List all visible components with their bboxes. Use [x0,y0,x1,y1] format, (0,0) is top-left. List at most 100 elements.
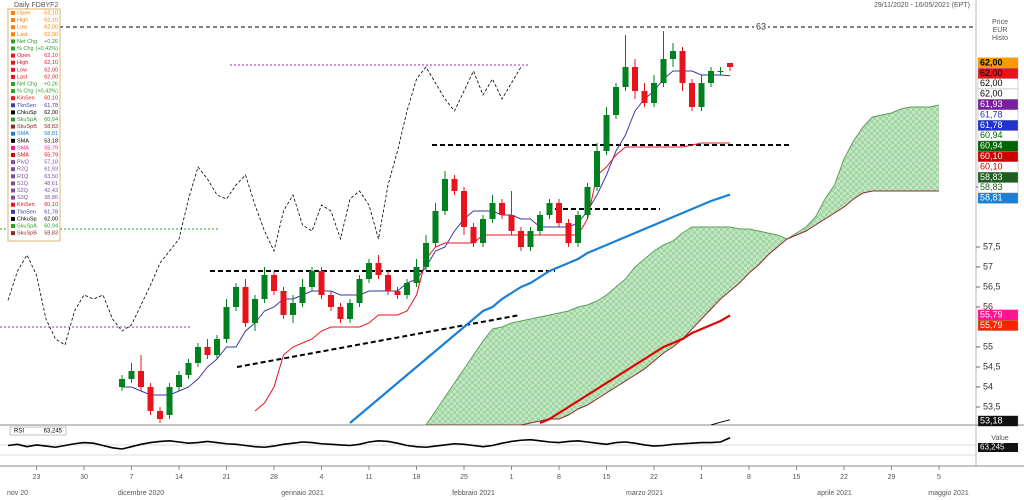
candle-body [366,263,372,279]
plot-area [0,26,975,425]
candle-body [641,91,648,103]
candle-body [546,203,553,215]
candle-body [356,279,363,303]
candle-body [394,291,401,295]
candle-body [622,67,629,87]
x-tick-label: 28 [270,474,278,481]
candle-body [432,211,439,243]
candle-body [242,287,249,323]
legend-swatch [11,174,15,179]
candle-body [584,187,591,215]
price-tag: 55,79 [980,320,1003,330]
legend-value: 60,94 [44,117,58,123]
candle-body [603,115,610,151]
candle-body [214,339,220,355]
candle-body [470,227,477,243]
price-tag-bg [977,192,1019,204]
legend-value: 61,78 [44,103,58,109]
indicator-line [710,419,731,425]
legend-value: 62,00 [44,25,58,31]
legend-swatch [11,160,15,165]
candle-body [337,307,344,319]
price-tag: 58,83 [980,182,1003,192]
cloud-area [426,105,939,425]
y-axis-label: EUR [993,27,1008,34]
legend-name: S3Q [17,195,29,201]
chart-title: Daily FDBYF2 [14,2,58,9]
rsi-name: RSI [14,429,24,435]
legend-swatch [11,167,15,172]
price-tag: 62,00 [980,68,1003,78]
x-month-label: nov 20 [7,490,28,497]
candle-body [271,275,277,291]
price-tag: 60,10 [980,161,1003,171]
legend-swatch [11,60,15,65]
candle-body [157,411,163,419]
rsi-line [7,437,731,450]
candle-body [328,295,334,307]
legend-value: 62,00 [44,216,58,222]
rsi-label-box [9,426,67,436]
candle-body [527,231,534,247]
x-tick-label: 15 [603,474,611,481]
legend-value: 63,50 [44,174,58,180]
y-axis-label: Price [992,19,1008,26]
legend-value: 57,18 [44,160,58,166]
y-tick-label: 56,5 [983,281,1001,291]
legend-value: 53,18 [44,138,58,144]
candle-body [423,243,429,267]
price-tag: 58,81 [980,193,1003,203]
legend-name: ChkuSp [17,110,37,116]
legend-name: KinSen [17,96,35,102]
candle-body [138,371,144,387]
y-tick-label: 57,5 [983,241,1001,251]
legend-name: R1Q [17,174,29,180]
indicator-line [539,314,731,425]
legend-value: 62,10 [44,53,58,59]
candle-body [404,283,410,295]
legend-name: Net Chg [17,39,37,45]
candle-body [508,215,515,231]
candle-body [556,203,562,223]
legend-swatch [11,103,15,108]
legend-swatch [11,11,15,15]
legend-value: 55,79 [44,152,58,158]
candle-body [318,271,325,295]
legend-swatch [11,82,15,86]
candle-body [442,179,448,211]
y-tick-label: 54 [983,381,993,391]
candle-body [204,347,211,355]
candle-body [613,87,619,115]
legend-value: 58,83 [44,231,58,237]
candle-body [385,275,391,291]
x-tick-label: 15 [793,474,801,481]
candle-body [128,371,135,379]
x-month-label: maggio 2021 [928,490,969,497]
price-tag: 62,00 [980,57,1003,67]
legend-swatch [11,32,15,37]
price-tag: 58,83 [980,172,1003,182]
candle-body [499,203,505,215]
legend-swatch [11,195,15,200]
candle-body [660,59,667,83]
price-tag: 53,18 [980,415,1003,425]
rsi-side-label: Value [991,435,1008,442]
x-tick-label: 11 [365,474,372,481]
legend-box [7,8,61,242]
price-tag: 55,79 [980,309,1003,319]
x-month-label: gennaio 2021 [281,490,324,497]
legend-value: 60,10 [44,202,58,208]
cloud-line [425,104,940,425]
legend-name: SkuSpB [17,124,37,130]
legend-swatch [11,153,15,157]
legend-value: 60,94 [44,223,58,229]
legend-swatch [11,138,15,143]
level-label: 63 [756,21,766,31]
candle-body [166,387,173,415]
candle-body [698,83,705,107]
indicator-line [254,142,730,412]
x-tick-label: 1 [700,474,704,481]
candle-body [461,191,467,227]
x-tick-label: 25 [460,474,468,481]
